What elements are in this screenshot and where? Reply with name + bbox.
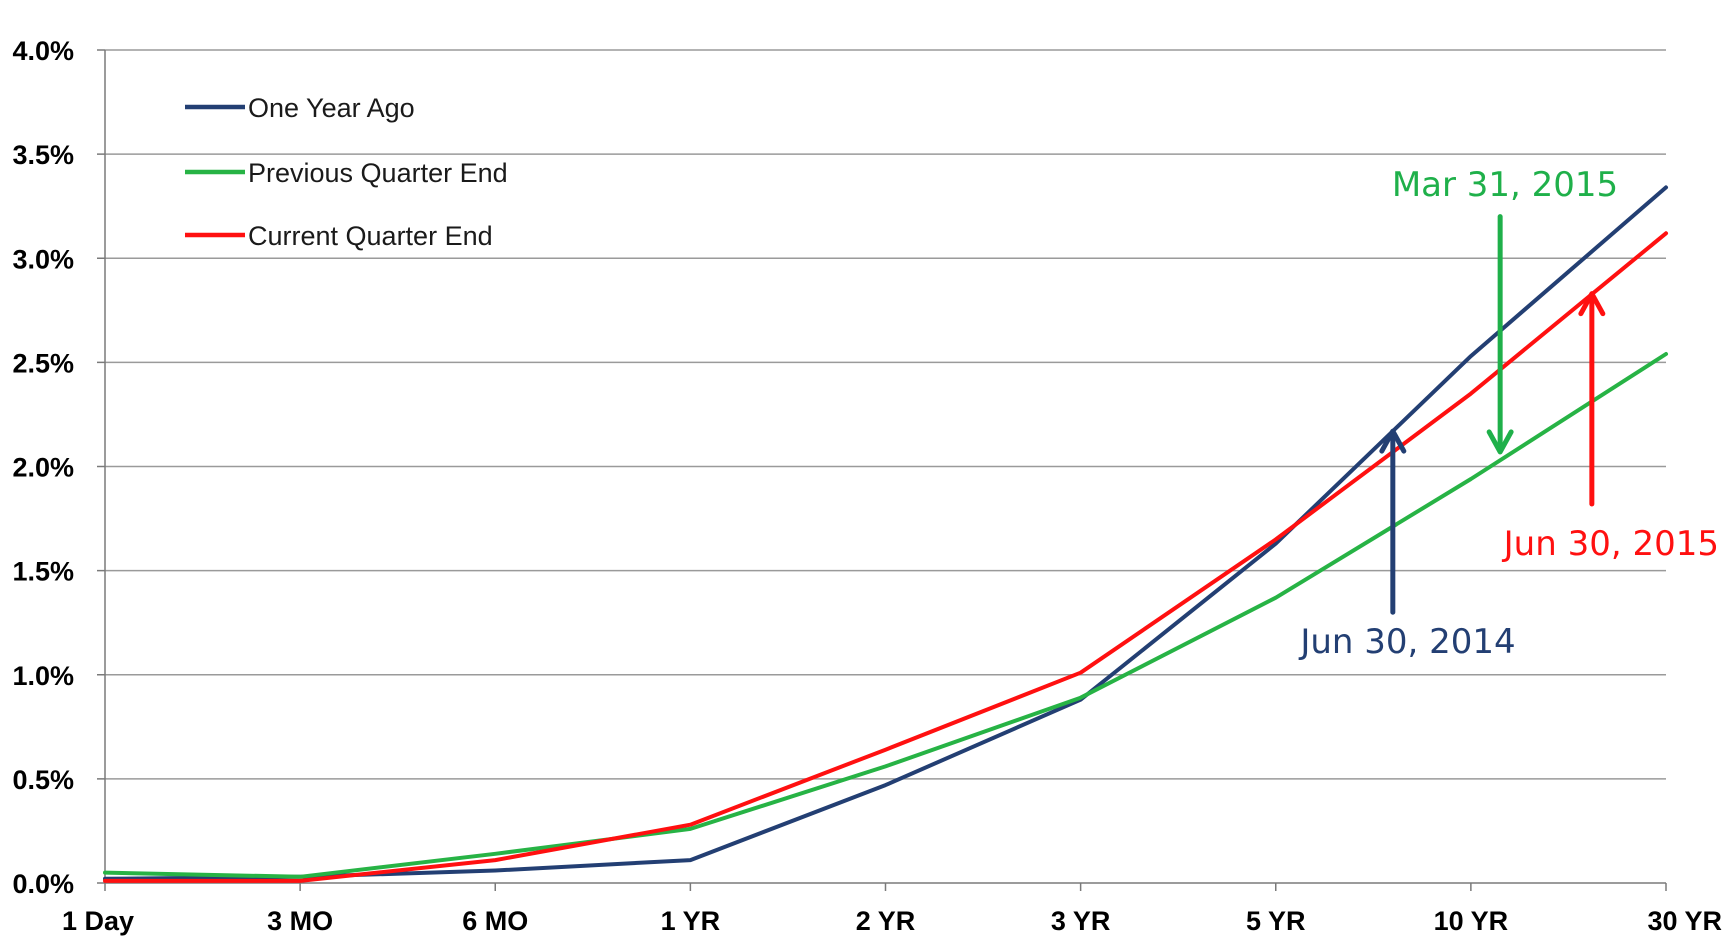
x-tick-label: 6 MO — [462, 906, 528, 936]
x-tick-label: 3 YR — [1051, 906, 1111, 936]
annotations: Mar 31, 2015 Jun 30, 2015 Jun 30, 2014 — [1298, 165, 1719, 662]
legend-label-current-quarter-end: Current Quarter End — [248, 221, 493, 251]
gridlines — [97, 49, 1666, 884]
series-line-current-quarter-end — [103, 231, 1668, 883]
x-tick-label: 1 YR — [661, 906, 721, 936]
annotation-arrow-head — [1578, 291, 1606, 317]
x-tick-label: 1 Day — [62, 906, 134, 936]
y-axis-tick-labels: 0.0% 0.5% 1.0% 1.5% 2.0% 2.5% 3.0% 3.5% 4.0% — [12, 36, 74, 899]
y-tick-label: 2.5% — [12, 348, 74, 378]
x-tick-label: 2 YR — [856, 906, 916, 936]
annotation-label: Mar 31, 2015 — [1392, 165, 1618, 205]
y-tick-label: 2.0% — [12, 453, 74, 483]
legend-label-one-year-ago: One Year Ago — [248, 93, 415, 123]
x-tick-label: 3 MO — [267, 906, 333, 936]
x-tick-label: 10 YR — [1434, 906, 1509, 936]
x-tick-label: 5 YR — [1246, 906, 1306, 936]
y-tick-label: 4.0% — [12, 36, 74, 66]
series-lines — [103, 185, 1668, 883]
y-tick-label: 0.5% — [12, 765, 74, 795]
legend: One Year Ago Previous Quarter End Current … — [185, 93, 508, 251]
annotation-label: Jun 30, 2014 — [1298, 622, 1515, 662]
annotation-arrow-head — [1486, 429, 1514, 455]
series-line-previous-quarter-end — [103, 352, 1668, 879]
annotation-label: Jun 30, 2015 — [1502, 524, 1719, 564]
y-tick-label: 1.5% — [12, 557, 74, 587]
y-tick-label: 0.0% — [12, 869, 74, 899]
x-tick-label: 30 YR — [1647, 906, 1722, 936]
y-tick-label: 1.0% — [12, 661, 74, 691]
annotation-arrow-head — [1379, 428, 1407, 454]
legend-label-previous-quarter-end: Previous Quarter End — [248, 158, 508, 188]
x-axis-tick-labels: 1 Day 3 MO 6 MO 1 YR 2 YR 3 YR 5 YR 10 YR 30 YR — [62, 883, 1722, 936]
y-tick-label: 3.0% — [12, 244, 74, 274]
y-tick-label: 3.5% — [12, 140, 74, 170]
